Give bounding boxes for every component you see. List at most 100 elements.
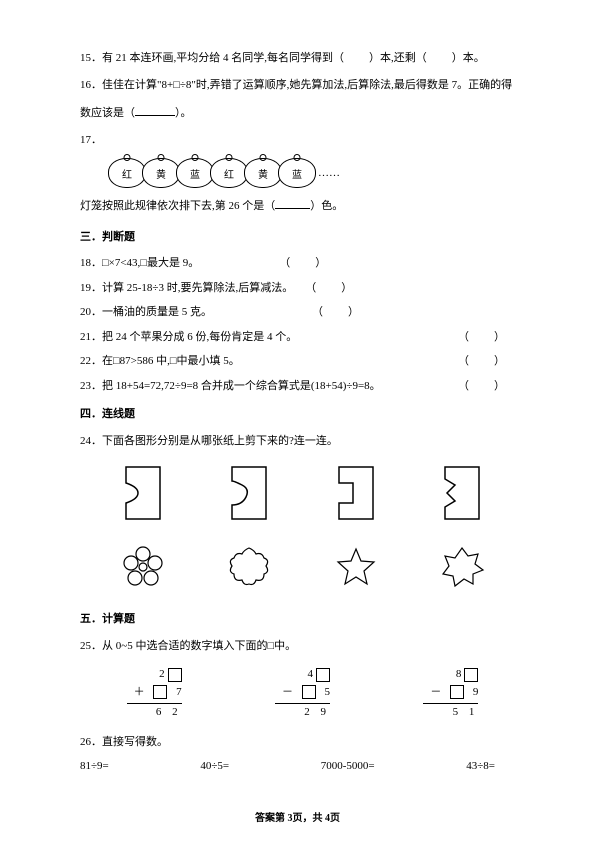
box [316,668,330,682]
lantern: 黄 [244,158,282,188]
digit: 7 [176,684,182,702]
digit: 4 [307,666,313,684]
q24-text: 下面各图形分别是从哪张纸上剪下来的?连一连。 [102,435,338,447]
q25-text: 从 0~5 中选合适的数字填入下面的□中。 [102,640,296,652]
paren: ） [494,355,505,367]
paren: （ [458,380,469,392]
paren: ） [494,380,505,392]
result: 6 2 [156,704,182,722]
digit: 8 [456,666,462,684]
q26: 26．直接写得数。 [80,734,525,751]
q20: 20．一桶油的质量是 5 克。 （） [80,304,525,321]
box [168,668,182,682]
mental-math-row: 81÷9= 40÷5= 7000-5000= 43÷8= [80,760,525,772]
q23: 23．把 18+54=72,72÷9=8 合并成一个综合算式是(18+54)÷9… [80,378,525,395]
box [464,668,478,682]
paper-shapes-row [80,463,525,523]
mental-2: 40÷5= [200,760,229,772]
q15-num: 15． [80,52,102,64]
op: － [430,684,441,702]
lantern: 红 [210,158,248,188]
q16-text-c: ）。 [175,107,192,119]
paren: （ [458,331,469,343]
page-footer: 答案第 3页，共 4页 [0,809,595,824]
q25: 25．从 0~5 中选合适的数字填入下面的□中。 [80,638,525,655]
q16-cont: 数应该是（ ）。 [80,103,525,122]
q22: 22．在□87>586 中,□中最小填 5。 （） [80,353,525,370]
q26-num: 26． [80,736,102,748]
q18-text: □×7<43,□最大是 9。 [102,257,199,269]
box [302,685,316,699]
q17-text-a: 灯笼按照此规律依次排下去,第 26 个是（ [80,200,275,212]
op: － [282,684,293,702]
q23-text: 把 18+54=72,72÷9=8 合并成一个综合算式是(18+54)÷9=8。 [102,380,381,392]
q22-num: 22． [80,355,102,367]
mental-4: 43÷8= [466,760,495,772]
calc-problem-3: 8 － 9 5 1 [423,666,478,722]
result: 5 1 [453,704,479,722]
paper-shape-2 [224,463,274,523]
lantern: 蓝 [176,158,214,188]
lantern: 蓝 [278,158,316,188]
digit: 2 [159,666,165,684]
q21: 21．把 24 个苹果分成 6 份,每份肯定是 4 个。 （） [80,329,525,346]
judge-paren: （） [279,255,346,272]
q26-text: 直接写得数。 [102,736,168,748]
paper-shape-4 [437,463,487,523]
q19-num: 19． [80,282,102,294]
lantern-row: 红 黄 蓝 红 黄 蓝 …… [108,158,525,188]
q19: 19．计算 25-18÷3 时,要先算除法,后算减法。 （） [80,280,525,297]
q21-text: 把 24 个苹果分成 6 份,每份肯定是 4 个。 [102,331,297,343]
q16: 16．佳佳在计算"8+□÷8"时,弄错了运算顺序,她先算加法,后算除法,最后得数… [80,77,525,94]
paren: （ [305,282,316,294]
judge-paren: （） [305,280,352,297]
q19-text: 计算 25-18÷3 时,要先算除法,后算减法。 [102,282,293,294]
lantern: 红 [108,158,146,188]
box [153,685,167,699]
ellipsis: …… [318,167,340,179]
lantern: 黄 [142,158,180,188]
q17-text-b: ）色。 [310,200,343,212]
paper-shape-3 [331,463,381,523]
q18: 18．□×7<43,□最大是 9。 （） [80,255,525,272]
q17-text: 灯笼按照此规律依次排下去,第 26 个是（ ）色。 [80,196,525,215]
calc-row: 2 ＋ 7 6 2 4 － 5 2 9 8 － 9 5 1 [80,666,525,722]
q17-num: 17． [80,134,102,146]
digit: 5 [324,684,330,702]
q18-num: 18． [80,257,102,269]
judge-paren: （） [458,378,525,395]
op: ＋ [134,684,145,702]
paren: （ [458,355,469,367]
q20-text: 一桶油的质量是 5 克。 [102,306,212,318]
calc-problem-2: 4 － 5 2 9 [275,666,330,722]
q15-text-b: ）本,还剩（ [369,52,427,64]
q23-num: 23． [80,380,102,392]
zigzag-star-shape [437,537,487,597]
section4-heading: 四．连线题 [80,406,525,423]
section3-heading: 三．判断题 [80,229,525,246]
q25-num: 25． [80,640,102,652]
paren: （ [279,257,290,269]
section5-heading: 五．计算题 [80,611,525,628]
q20-num: 20． [80,306,102,318]
paper-shape-1 [118,463,168,523]
scallop-circle-shape [224,537,274,597]
blank [275,196,310,209]
digit: 9 [473,684,479,702]
paren: ） [315,257,326,269]
q16-num: 16． [80,79,102,91]
judge-paren: （） [458,353,525,370]
document-page: 15．有 21 本连环画,平均分给 4 名同学,每名同学得到（）本,还剩（）本。… [0,0,595,802]
mental-1: 81÷9= [80,760,109,772]
q16-text-b: 数应该是（ [80,107,135,119]
blank [135,103,175,116]
paren: ） [341,282,352,294]
star-shape [331,537,381,597]
mental-3: 7000-5000= [321,760,375,772]
paren: （ [312,306,323,318]
q24-num: 24． [80,435,102,447]
q15-text-c: ）本。 [452,52,485,64]
q21-num: 21． [80,331,102,343]
q22-text: 在□87>586 中,□中最小填 5。 [102,355,240,367]
result: 2 9 [304,704,330,722]
